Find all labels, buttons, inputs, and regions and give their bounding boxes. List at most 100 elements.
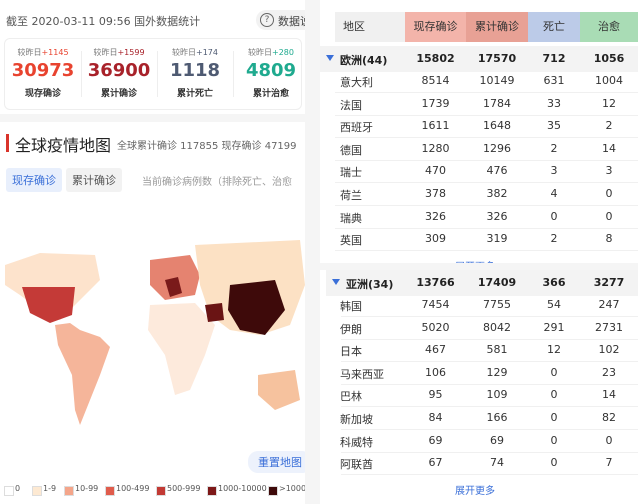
country-name: 瑞典 [340, 211, 362, 225]
country-name: 英国 [340, 234, 362, 248]
cell-value: 74 [490, 456, 504, 470]
legend-swatch [4, 486, 14, 496]
cell-value: 476 [486, 164, 508, 178]
delta-label: 较昨日 [93, 48, 118, 57]
expand-more[interactable]: 展开更多 [455, 485, 495, 497]
country-name: 意大利 [340, 76, 373, 89]
reset-button[interactable]: 重置地图 [248, 451, 312, 473]
cell-value: 2731 [595, 320, 623, 334]
row-line [341, 429, 638, 430]
stat-label: 现存确诊 [24, 89, 61, 99]
country-name: 阿联酋 [340, 458, 373, 472]
cell-value: 129 [486, 365, 508, 379]
stat-delta: 较昨日+174 [157, 47, 233, 58]
row-line [335, 114, 638, 116]
cell-value: 14 [602, 141, 616, 155]
cell-value: 319 [486, 232, 508, 246]
stat-delta: 较昨日+1599 [81, 47, 157, 58]
cell-value: 0 [550, 388, 558, 402]
stat-value: 36900 [87, 60, 151, 81]
legend-label: 500-999 [167, 484, 201, 493]
country-name: 瑞士 [340, 166, 362, 180]
row-line [335, 137, 638, 139]
group-row-bg [326, 270, 638, 296]
cell-value: 84 [428, 411, 443, 424]
row-line [341, 338, 638, 340]
cell-value: 82 [602, 411, 616, 424]
cell-value: 1611 [421, 119, 450, 133]
usa [22, 287, 75, 323]
country-name: 日本 [340, 345, 362, 359]
cell-value: 2 [605, 119, 613, 133]
africa [148, 303, 215, 395]
cell-value: 247 [598, 298, 620, 311]
group-row-bg [320, 46, 638, 72]
cell-value: 467 [425, 343, 446, 357]
divider [233, 51, 234, 97]
row-line [341, 383, 638, 385]
map-tab[interactable]: 累计确诊 [66, 168, 122, 192]
group-name: 欧洲(44) [340, 54, 388, 67]
panel-break [320, 262, 638, 270]
cell-value: 631 [543, 74, 565, 87]
legend-label: 100-499 [116, 484, 150, 493]
help-button[interactable]: ? 数据说 [256, 10, 316, 30]
cell-value: 102 [598, 343, 620, 357]
country-name: 西班牙 [340, 121, 373, 135]
group-arrow [326, 55, 334, 61]
country-name: 法国 [340, 98, 362, 112]
group-total: 17409 [477, 276, 517, 289]
group-total: 366 [542, 276, 566, 289]
cell-value: 166 [486, 411, 508, 424]
group-total: 17570 [477, 52, 517, 65]
cell-value: 7454 [421, 298, 450, 311]
country-name: 科威特 [340, 435, 373, 449]
cell-value: 326 [486, 209, 508, 223]
map-title: 全球疫情地图 [15, 136, 112, 155]
cell-value: 3 [605, 164, 613, 178]
cell-value: 2 [550, 141, 558, 155]
cell-value: 3 [550, 164, 558, 178]
cell-value: 33 [547, 96, 561, 110]
stats-box: 较昨日+1145 30973 现存确诊 较昨日+1599 36900 累计确诊 较昨日+17… [4, 38, 302, 110]
delta-value: +1145 [41, 48, 69, 57]
cell-value: 0 [550, 209, 558, 223]
table-header: 治愈 [580, 12, 638, 42]
cell-value: 2 [550, 232, 558, 246]
table-header: 地区 [335, 12, 405, 42]
europe [150, 255, 200, 300]
panel-gap [305, 0, 320, 504]
country-name: 德国 [340, 143, 362, 157]
cell-value: 0 [605, 187, 613, 200]
cell-value: 470 [425, 164, 446, 178]
group-total: 712 [542, 52, 566, 65]
country-name: 马来西亚 [340, 367, 384, 381]
row-line [335, 92, 638, 93]
stat-value: 30973 [11, 60, 75, 81]
cell-value: 0 [605, 433, 613, 447]
group-arrow [332, 279, 340, 285]
cell-value: 109 [486, 388, 508, 402]
row-line [341, 316, 638, 317]
row-line [341, 406, 638, 408]
delta-value: +174 [196, 48, 218, 57]
cell-value: 378 [425, 187, 446, 200]
country-name: 韩国 [340, 300, 362, 313]
legend-label: 1-9 [43, 484, 57, 493]
map-tab[interactable]: 现存确诊 [6, 168, 62, 192]
cell-value: 1296 [483, 141, 511, 155]
world-map [5, 240, 305, 425]
map-note: 当前确诊病例数（排除死亡、治愈 [142, 177, 292, 188]
row-line [335, 182, 638, 184]
iran [205, 303, 224, 322]
cell-value: 1648 [483, 119, 511, 133]
row-line [335, 250, 638, 252]
legend-swatch [207, 486, 217, 496]
cell-value: 7 [605, 456, 613, 470]
cell-value: 69 [490, 433, 504, 447]
china [228, 280, 285, 335]
delta-label: 较昨日 [248, 48, 272, 57]
cell-value: 0 [550, 456, 558, 470]
stat-label: 累计治愈 [252, 89, 289, 99]
